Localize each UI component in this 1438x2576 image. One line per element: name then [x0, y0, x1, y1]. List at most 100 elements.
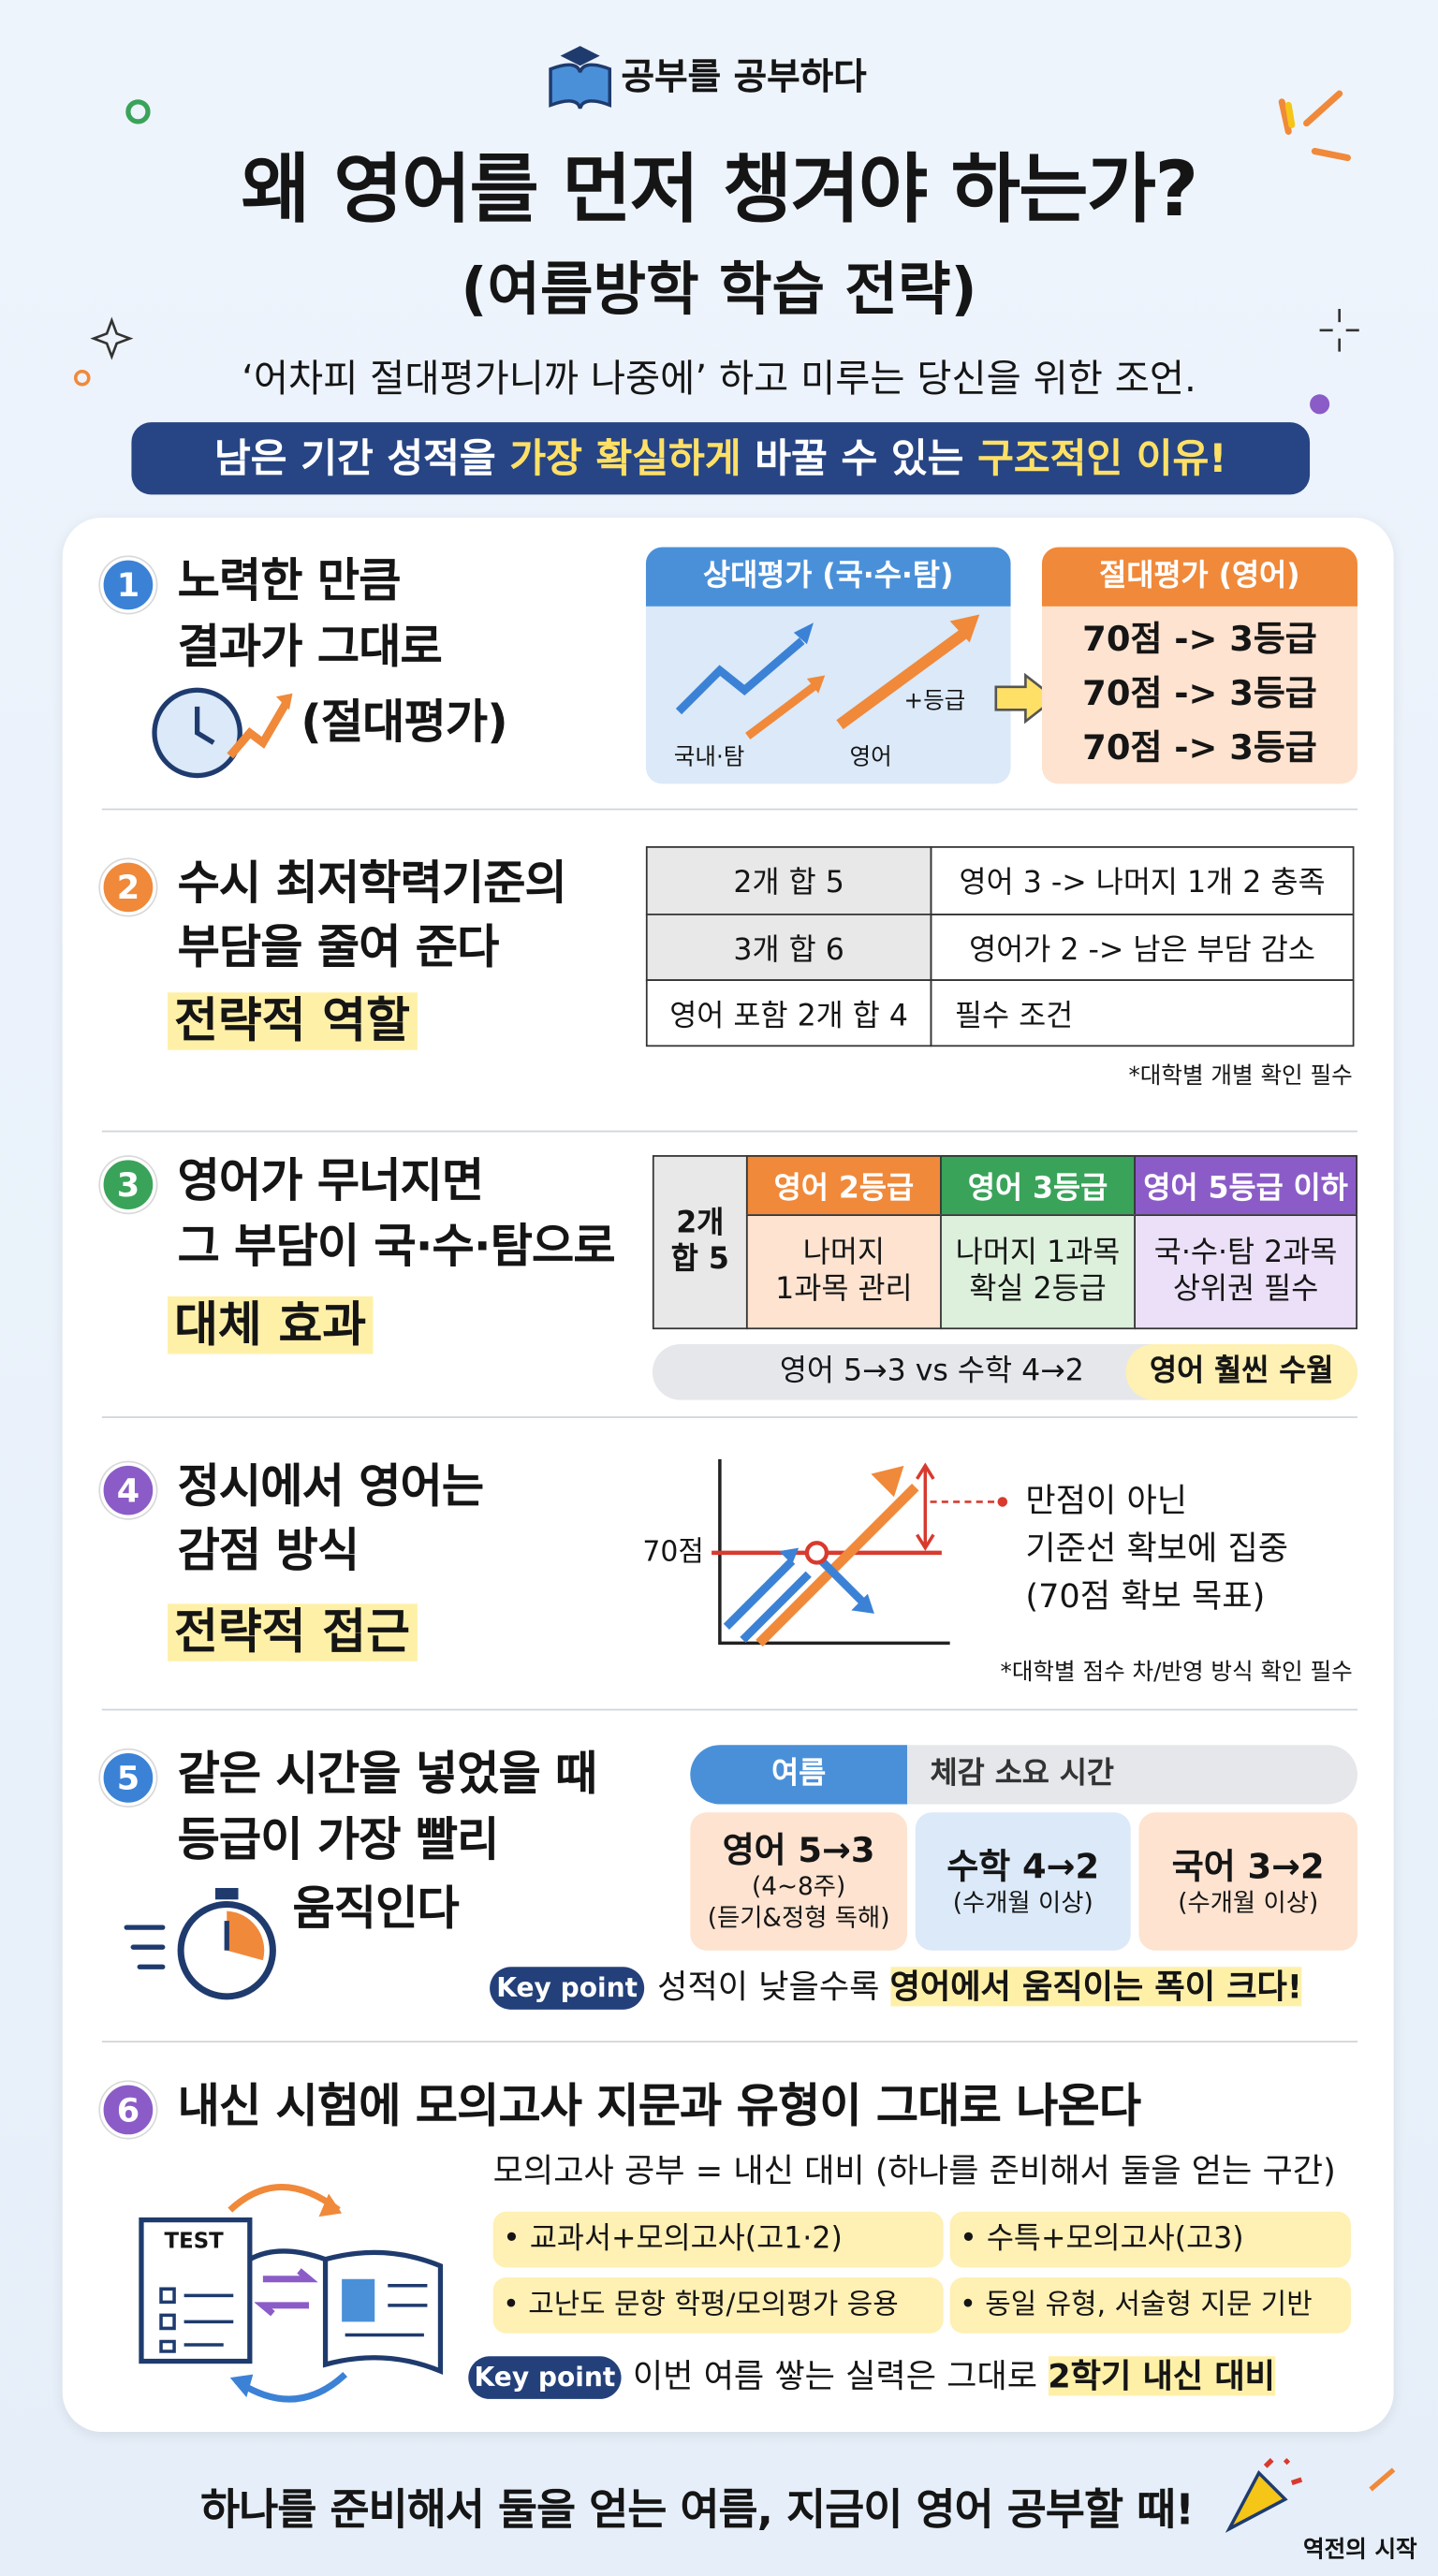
- brand: 공부를 공부하다: [621, 57, 867, 99]
- bullet: • 동일 유형, 서술형 지문 기반: [949, 2277, 1351, 2334]
- column-line: 상위권 필수: [1172, 1271, 1319, 1307]
- axis-label: 70점: [642, 1536, 704, 1570]
- table-cell: 3개 합 6: [645, 914, 932, 981]
- absolute-row: 70점 -> 3등급: [1082, 619, 1317, 659]
- table-cell: 영어 3 -> 나머지 1개 2 충족: [930, 846, 1355, 915]
- row-header: 2개 합 5: [652, 1155, 748, 1330]
- section-title: 등급이 가장 빨리: [177, 1812, 500, 1867]
- card-body: (4~8주): [751, 1872, 846, 1902]
- note: *대학별 개별 확인 필수: [1128, 1062, 1353, 1090]
- column-line: 1과목 관리: [775, 1271, 913, 1307]
- section-title: 그 부담이 국·수·탐으로: [177, 1219, 616, 1274]
- section-title: 수시 최저학력기준의: [177, 856, 567, 911]
- column-head: 영어 3등급: [940, 1155, 1137, 1217]
- divider: [101, 2041, 1357, 2042]
- card-head: 영어 5→3: [722, 1830, 875, 1870]
- banner: 남은 기간 성적을 가장 확실하게 바꿀 수 있는 구조적인 이유!: [131, 422, 1311, 495]
- main-card: [62, 517, 1394, 2433]
- time-card: 국어 3→2 (수개월 이상): [1138, 1812, 1357, 1951]
- section-title: 같은 시간을 넣었을 때: [177, 1747, 598, 1801]
- banner-text: 남은 기간 성적을: [214, 435, 510, 482]
- relative-box: 상대평가 (국·수·탐): [645, 547, 1011, 784]
- absolute-row: 70점 -> 3등급: [1082, 727, 1317, 768]
- section-number: 2: [100, 859, 156, 915]
- divider: [101, 1130, 1357, 1133]
- tab: 체감 소요 시간: [930, 1756, 1115, 1792]
- section-title: 결과가 그대로: [177, 619, 443, 674]
- card-body: (수개월 이상): [1178, 1887, 1319, 1918]
- section-title: 부담을 줄여 준다: [177, 920, 500, 974]
- time-card: 수학 4→2 (수개월 이상): [915, 1812, 1131, 1951]
- column-body: 국·수·탐 2과목 상위권 필수: [1134, 1214, 1357, 1330]
- footer-badge: 역전의 시작: [1303, 2537, 1417, 2564]
- section-number: 5: [100, 1749, 156, 1807]
- key-text: 이번 여름 쌓는 실력은 그대로: [632, 2356, 1049, 2396]
- absolute-row: 70점 -> 3등급: [1082, 673, 1317, 713]
- section-title: 영어가 무너지면: [177, 1153, 485, 1208]
- key-highlight: 2학기 내신 대비: [1048, 2356, 1275, 2396]
- card-body: (수개월 이상): [952, 1887, 1093, 1918]
- banner-highlight: 구조적인 이유!: [977, 435, 1227, 482]
- banner-text: 바꿀 수 있는: [741, 435, 978, 482]
- column-head: 영어 2등급: [745, 1155, 942, 1217]
- section-tag: 대체 효과: [168, 1296, 374, 1354]
- chart-label: 국내·탐: [673, 744, 745, 771]
- section-title: 내신 시험에 모의고사 지문과 유형이 그대로 나온다: [177, 2078, 1141, 2133]
- lead: ‘어차피 절대평가니까 나중에’ 하고 미루는 당신을 위한 조언.: [242, 358, 1196, 402]
- callout: 기준선 확보에 집중: [1025, 1528, 1289, 1568]
- column-head: 영어 5등급 이하: [1134, 1155, 1357, 1217]
- time-card: 영어 5→3 (4~8주) (듣기&정형 독해): [690, 1812, 907, 1951]
- key-text: 성적이 낮을수록: [657, 1967, 890, 2007]
- note: *대학별 점수 차/반영 방식 확인 필수: [1000, 1659, 1353, 1687]
- callout: 만점이 아닌: [1025, 1480, 1188, 1520]
- column-body: 나머지 1과목 확실 2등급: [940, 1214, 1137, 1330]
- column-body: 나머지 1과목 관리: [745, 1214, 942, 1330]
- banner-highlight: 가장 확실하게: [509, 435, 741, 482]
- table-cell: 필수 조건: [930, 979, 1355, 1047]
- section-title: 움직인다: [292, 1881, 459, 1936]
- relative-arrows: [675, 614, 980, 739]
- section-title: 정시에서 영어는: [177, 1458, 485, 1514]
- card-head: 국어 3→2: [1171, 1846, 1325, 1886]
- yellow-arrow: [994, 672, 1058, 724]
- tab-bar: 여름 체감 소요 시간: [690, 1745, 1357, 1805]
- absolute-box: 절대평가 (영어) 70점 -> 3등급 70점 -> 3등급 70점 -> 3…: [1041, 547, 1357, 784]
- section-tag: 전략적 접근: [168, 1603, 418, 1661]
- section-title: 노력한 만큼: [177, 553, 402, 608]
- chart-label: +등급: [903, 688, 966, 715]
- icon-label: TEST: [164, 2230, 224, 2255]
- row-header-line: 2개: [676, 1205, 725, 1240]
- subtitle: (여름방학 학습 전략): [461, 257, 977, 324]
- footer-text: 하나를 준비해서 둘을 얻는 여름, 지금이 영어 공부할 때!: [200, 2485, 1195, 2536]
- test-book-icon: [139, 2183, 444, 2403]
- decorations: [73, 46, 1359, 415]
- section-number: 3: [100, 1156, 156, 1213]
- relative-title: 상대평가 (국·수·탐): [645, 547, 1011, 607]
- verdict: 영어 훨씬 수월: [1125, 1343, 1357, 1400]
- section-tag: (절대평가): [301, 695, 507, 750]
- column-line: 확실 2등급: [969, 1271, 1107, 1307]
- callout: (70점 확보 목표): [1025, 1575, 1266, 1616]
- column-line: 나머지 1과목: [955, 1235, 1121, 1270]
- threshold-diagram: [712, 1458, 1008, 1647]
- bullet: • 교과서+모의고사(고1·2): [492, 2211, 944, 2268]
- compare-text: 영어 5→3 vs 수학 4→2: [779, 1354, 1084, 1389]
- clock-icon: [152, 687, 293, 779]
- tab: 여름: [690, 1745, 907, 1805]
- chart-label: 영어: [849, 744, 892, 771]
- section-title: 감점 방식: [177, 1523, 360, 1578]
- key-point-text: 이번 여름 쌓는 실력은 그대로 2학기 내신 대비: [633, 2356, 1275, 2396]
- compare-pill: 영어 5→3 vs 수학 4→2 영어 훨씬 수월: [652, 1343, 1357, 1400]
- table-cell: 영어가 2 -> 남은 부담 감소: [930, 914, 1355, 981]
- card-body: (듣기&정형 독해): [707, 1903, 890, 1933]
- key-point-text: 성적이 낮을수록 영어에서 움직이는 폭이 크다!: [657, 1967, 1302, 2007]
- section-tag: 전략적 역할: [168, 992, 418, 1050]
- absolute-title: 절대평가 (영어): [1041, 547, 1357, 607]
- party-popper: [1225, 2458, 1396, 2533]
- table-cell: 2개 합 5: [645, 846, 932, 915]
- section-number: 6: [100, 2082, 156, 2138]
- section-number: 4: [100, 1462, 156, 1519]
